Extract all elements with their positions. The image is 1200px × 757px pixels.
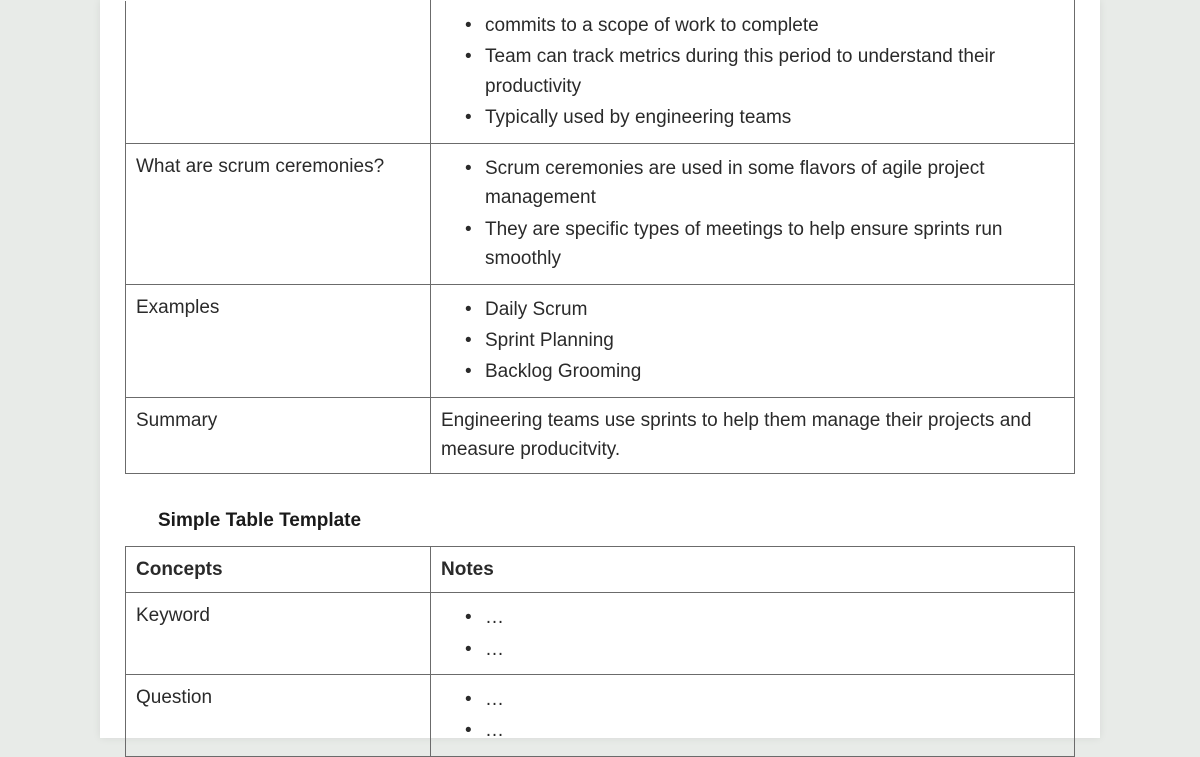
table-row: Examples Daily Scrum Sprint Planning Bac…	[126, 284, 1075, 397]
cell-notes: Engineering teams use sprints to help th…	[431, 397, 1075, 473]
bullet-item: …	[469, 635, 1064, 664]
bullet-item: …	[469, 603, 1064, 632]
bullet-item: …	[469, 716, 1064, 745]
notes-table-1: commits to a scope of work to complete T…	[125, 0, 1075, 474]
cell-concept: Summary	[126, 397, 431, 473]
bullet-item: commits to a scope of work to complete	[469, 11, 1064, 40]
notes-table-2: Concepts Notes Keyword … … Question	[125, 546, 1075, 757]
table-row: Keyword … …	[126, 593, 1075, 675]
table-row: What are scrum ceremonies? Scrum ceremon…	[126, 143, 1075, 284]
cell-notes: commits to a scope of work to complete T…	[431, 1, 1075, 144]
table-row: Question … …	[126, 675, 1075, 757]
cell-notes: … …	[431, 593, 1075, 675]
cell-concept: Examples	[126, 284, 431, 397]
bullet-item: Typically used by engineering teams	[469, 103, 1064, 132]
document-page: commits to a scope of work to complete T…	[100, 0, 1100, 738]
cell-concept: Question	[126, 675, 431, 757]
bullet-list: commits to a scope of work to complete T…	[441, 11, 1064, 133]
section-heading: Simple Table Template	[158, 510, 1108, 532]
bullet-list: … …	[441, 685, 1064, 746]
column-header-concepts: Concepts	[126, 546, 431, 592]
bullet-item: They are specific types of meetings to h…	[469, 215, 1064, 274]
cell-notes: Scrum ceremonies are used in some flavor…	[431, 143, 1075, 284]
bullet-list: … …	[441, 603, 1064, 664]
cell-notes: … …	[431, 675, 1075, 757]
table-row: commits to a scope of work to complete T…	[126, 1, 1075, 144]
cell-concept	[126, 1, 431, 144]
cell-concept: Keyword	[126, 593, 431, 675]
bullet-item: …	[469, 685, 1064, 714]
column-header-notes: Notes	[431, 546, 1075, 592]
bullet-item: Team can track metrics during this perio…	[469, 42, 1064, 101]
bullet-item: Sprint Planning	[469, 326, 1064, 355]
bullet-item: Backlog Grooming	[469, 357, 1064, 386]
cell-concept: What are scrum ceremonies?	[126, 143, 431, 284]
table-header-row: Concepts Notes	[126, 546, 1075, 592]
bullet-item: Scrum ceremonies are used in some flavor…	[469, 154, 1064, 213]
bullet-list: Daily Scrum Sprint Planning Backlog Groo…	[441, 295, 1064, 387]
cell-notes: Daily Scrum Sprint Planning Backlog Groo…	[431, 284, 1075, 397]
table-row: Summary Engineering teams use sprints to…	[126, 397, 1075, 473]
bullet-item: Daily Scrum	[469, 295, 1064, 324]
bullet-list: Scrum ceremonies are used in some flavor…	[441, 154, 1064, 274]
